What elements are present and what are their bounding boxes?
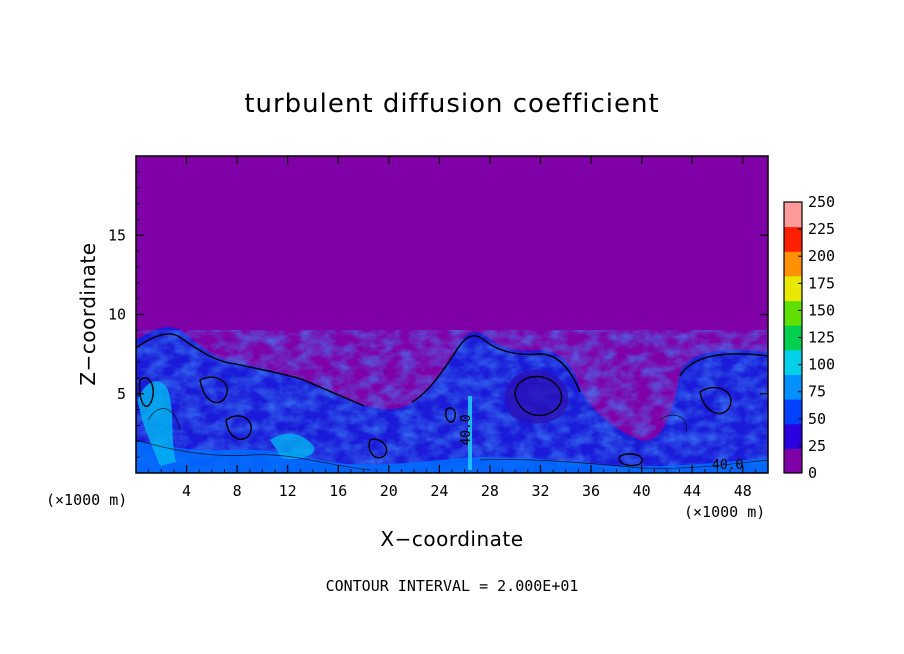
colorbar-tick-label: 25 xyxy=(808,437,826,455)
colorbar-segment xyxy=(784,448,802,474)
colorbar-tick-label: 100 xyxy=(808,356,835,374)
z-unit-label: (×1000 m) xyxy=(46,491,127,509)
colorbar-segment xyxy=(784,374,802,400)
y-tick-label: 15 xyxy=(108,226,126,244)
chart-title: turbulent diffusion coefficient xyxy=(244,89,659,119)
y-tick-label: 10 xyxy=(108,306,126,324)
colorbar-segment xyxy=(784,202,802,228)
y-axis-label: Z−coordinate xyxy=(76,242,100,385)
x-tick-label: 28 xyxy=(481,482,499,500)
x-tick-label: 4 xyxy=(182,482,191,500)
x-tick-label: 48 xyxy=(734,482,752,500)
eddy-core xyxy=(505,369,569,424)
cyan-column xyxy=(468,396,472,470)
x-tick-label: 24 xyxy=(430,482,448,500)
colorbar-tick-label: 175 xyxy=(808,274,835,292)
contour-interval-note: CONTOUR INTERVAL = 2.000E+01 xyxy=(326,577,579,595)
x-tick-label: 36 xyxy=(582,482,600,500)
colorbar-segment xyxy=(784,325,802,351)
x-tick-label: 44 xyxy=(683,482,701,500)
surface-band xyxy=(136,440,768,473)
turbulence-texture xyxy=(136,330,768,473)
contour-label-1: 40.0 xyxy=(459,414,474,445)
colorbar-tick-label: 200 xyxy=(808,247,835,265)
colorbar-tick-label: 125 xyxy=(808,329,835,347)
contour-label-2: 40.0 xyxy=(712,458,743,473)
x-tick-label: 40 xyxy=(633,482,651,500)
x-tick-label: 32 xyxy=(531,482,549,500)
x-unit-label: (×1000 m) xyxy=(684,503,765,521)
plot-area: 40.0 40.0 xyxy=(136,156,768,473)
colorbar-tick-label: 250 xyxy=(808,193,835,211)
colorbar-tick-label: 75 xyxy=(808,383,826,401)
contour-lines-thin xyxy=(136,408,768,471)
contour-lines xyxy=(136,333,768,467)
x-axis-ticks: 4 8 12 16 20 24 28 32 36 40 44 48 xyxy=(148,156,756,500)
x-axis-label: X−coordinate xyxy=(380,527,523,551)
x-tick-label: 8 xyxy=(233,482,242,500)
colorbar-segment xyxy=(784,275,802,302)
colorbar-tick-label: 0 xyxy=(808,464,817,482)
x-tick-label: 16 xyxy=(329,482,347,500)
y-tick-label: 5 xyxy=(117,385,126,403)
colorbar-segment xyxy=(784,423,802,449)
colorbar-tick-label: 225 xyxy=(808,220,835,238)
x-tick-label: 20 xyxy=(380,482,398,500)
cyan-streak-mid xyxy=(270,433,315,460)
x-tick-label: 12 xyxy=(279,482,297,500)
colorbar-tick-label: 50 xyxy=(808,410,826,428)
colorbar-segment xyxy=(784,300,802,326)
cyan-streak-left xyxy=(138,381,176,466)
colorbar-segment xyxy=(784,399,802,425)
colorbar: 0 25 50 75 100 125 150 175 200 225 250 xyxy=(783,193,835,482)
colorbar-segment xyxy=(784,251,802,277)
colorbar-segment xyxy=(784,226,802,252)
colorbar-tick-label: 150 xyxy=(808,301,835,319)
colorbar-segment xyxy=(784,349,802,375)
y-axis-ticks: 5 10 15 xyxy=(108,171,768,458)
